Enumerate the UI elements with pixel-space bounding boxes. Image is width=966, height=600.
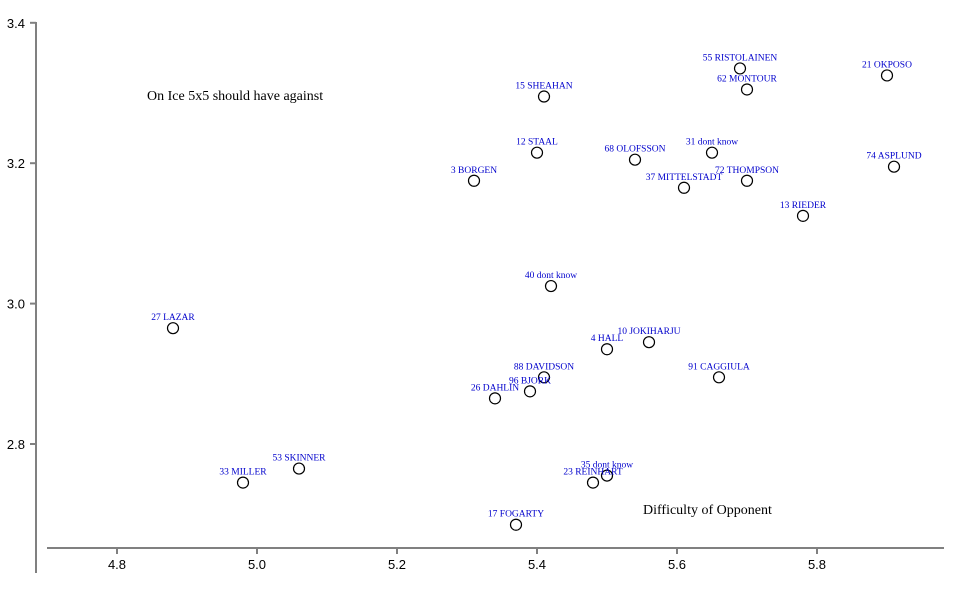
data-point	[166, 322, 180, 335]
data-point	[740, 174, 754, 187]
data-point	[887, 160, 901, 173]
x-tick-label: 5.6	[668, 557, 686, 572]
data-point	[796, 209, 810, 222]
data-point-label: 96 BJORK	[509, 376, 551, 386]
data-point-group: 55 RISTOLAINEN	[703, 53, 778, 75]
y-axis-label: On Ice 5x5 should have against	[147, 89, 323, 104]
data-point-group: 33 MILLER	[219, 468, 267, 489]
data-point	[488, 392, 502, 405]
data-point-group: 17 FOGARTY	[488, 510, 544, 531]
data-point-label: 91 CAGGIULA	[688, 362, 750, 372]
y-tick-label: 2.8	[7, 437, 25, 452]
data-point-label: 3 BORGEN	[451, 166, 497, 176]
points-layer: 55 RISTOLAINEN 21 OKPOSO 62 MONTOUR 15 SHEA…	[151, 53, 922, 531]
data-point	[600, 469, 614, 482]
data-point-group: 53 SKINNER	[272, 454, 326, 475]
data-point-label: 62 MONTOUR	[717, 74, 777, 84]
data-point	[544, 279, 558, 293]
x-tick-label: 5.2	[388, 557, 406, 572]
data-point-label: 74 ASPLUND	[866, 152, 921, 162]
data-point-group: 13 RIEDER	[780, 201, 827, 222]
data-point-label: 4 HALL	[591, 334, 624, 344]
data-point-group: 23 REINHART	[563, 468, 623, 489]
data-point-group: 96 BJORK	[509, 376, 551, 398]
data-point-label: 40 dont know	[525, 271, 577, 281]
data-point	[600, 343, 614, 356]
data-point-label: 55 RISTOLAINEN	[703, 53, 778, 63]
data-point	[740, 83, 754, 96]
data-point-label: 21 OKPOSO	[862, 60, 912, 70]
x-axis: 4.8 5.0 5.2 5.4 5.6 5.8	[47, 547, 944, 572]
data-point-label: 12 STAAL	[516, 138, 558, 148]
data-point-label: 37 MITTELSTADT	[646, 173, 723, 183]
data-point-group: 72 THOMPSON	[715, 166, 779, 187]
y-tick-label: 3.4	[7, 16, 25, 31]
data-point-label: 17 FOGARTY	[488, 510, 544, 520]
data-point	[509, 518, 523, 531]
data-point	[586, 476, 600, 489]
data-point-group: 40 dont know	[525, 271, 577, 293]
data-point	[733, 62, 747, 75]
data-point-group: 91 CAGGIULA	[688, 362, 750, 384]
data-point	[467, 174, 481, 187]
x-axis-label: Difficulty of Opponent	[643, 503, 772, 518]
data-point	[705, 146, 719, 159]
data-point-group: 31 dont know	[686, 138, 738, 159]
data-point	[880, 69, 894, 82]
data-point	[523, 385, 537, 398]
data-point-group: 74 ASPLUND	[866, 152, 922, 173]
data-point-group: 26 DAHLIN	[471, 383, 519, 405]
x-tick-label: 4.8	[108, 557, 126, 572]
data-point-group: 12 STAAL	[516, 138, 558, 159]
y-tick-label: 3.2	[7, 156, 25, 171]
data-point-group: 37 MITTELSTADT	[646, 173, 723, 194]
data-point-label: 35 dont know	[581, 461, 633, 471]
data-point-label: 33 MILLER	[219, 468, 267, 478]
x-tick-label: 5.4	[528, 557, 546, 572]
data-point-label: 23 REINHART	[563, 468, 623, 478]
x-tick-label: 5.0	[248, 557, 266, 572]
data-point-label: 26 DAHLIN	[471, 383, 519, 393]
data-point	[537, 371, 551, 384]
data-point-label: 13 RIEDER	[780, 201, 827, 211]
data-point	[537, 90, 551, 103]
x-tick-label: 5.8	[808, 557, 826, 572]
data-point	[628, 153, 642, 166]
data-point	[530, 146, 544, 159]
data-point	[292, 462, 306, 475]
data-point	[712, 371, 726, 384]
data-point-group: 62 MONTOUR	[717, 74, 778, 96]
data-point-label: 88 DAVIDSON	[514, 362, 574, 372]
data-point	[236, 476, 250, 489]
data-point-group: 10 JOKIHARJU	[617, 327, 681, 349]
data-point-group: 15 SHEAHAN	[515, 82, 573, 103]
y-axis: 2.8 3.0 3.2 3.4	[7, 16, 37, 573]
data-point-group: 4 HALL	[591, 334, 624, 356]
data-point-label: 15 SHEAHAN	[515, 82, 572, 92]
data-point-group: 88 DAVIDSON	[514, 362, 574, 384]
data-point-label: 53 SKINNER	[272, 454, 326, 464]
data-point-group: 35 dont know	[581, 461, 633, 482]
data-point	[642, 336, 656, 349]
data-point-group: 27 LAZAR	[151, 313, 195, 335]
data-point-label: 68 OLOFSSON	[605, 145, 666, 155]
data-point-label: 72 THOMPSON	[715, 166, 779, 176]
data-point-label: 27 LAZAR	[151, 313, 195, 323]
data-point-group: 21 OKPOSO	[862, 60, 912, 82]
data-point-group: 3 BORGEN	[451, 166, 497, 187]
data-point-label: 31 dont know	[686, 138, 738, 148]
data-point	[677, 181, 691, 194]
data-point-group: 68 OLOFSSON	[605, 145, 666, 166]
data-point-label: 10 JOKIHARJU	[617, 327, 680, 337]
y-tick-label: 3.0	[7, 297, 25, 312]
